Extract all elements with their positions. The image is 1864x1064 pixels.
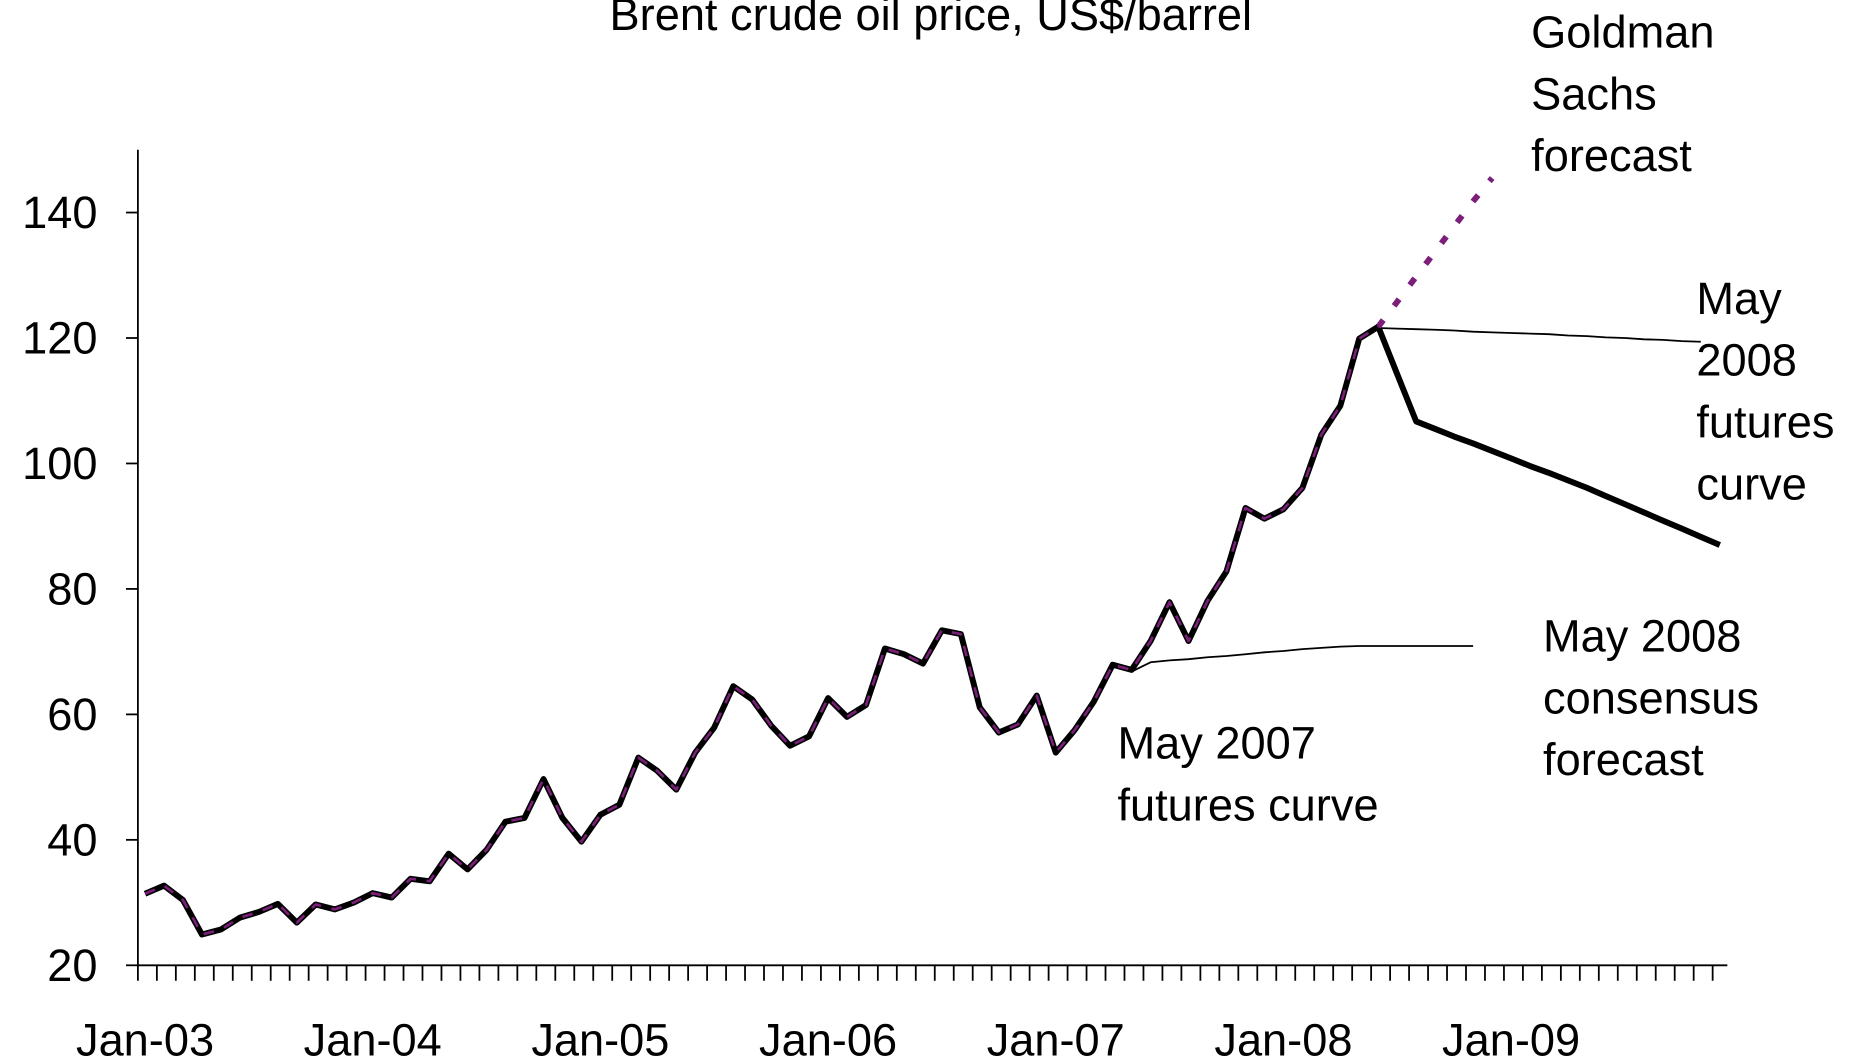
series-line [143,324,1380,938]
x-tick-label: Jan-09 [1442,1015,1580,1064]
y-tick-label: 60 [47,689,97,740]
y-tick-label: 120 [22,312,97,363]
series-line [1378,327,1701,343]
series-line [1375,176,1495,329]
series-label-box: May 2008 futures curve [1696,274,1835,511]
x-tick-label: Jan-05 [531,1015,669,1064]
x-tick-label: Jan-07 [987,1015,1125,1064]
series-label-box: May 2007 futures curve [1117,719,1379,831]
y-tick-label: 80 [47,563,97,614]
series-label: May 2008 consensus forecast [1543,612,1759,786]
x-tick-label: Jan-03 [76,1015,214,1064]
x-tick-label: Jan-04 [304,1015,442,1064]
chart-title: Brent crude oil price, US$/barrel [610,0,1253,40]
series-label-box: Goldman Sachs forecast [1531,8,1715,182]
series-line [1375,325,1721,548]
series-label: May 2008 futures curve [1696,274,1835,511]
y-tick-label: 40 [47,814,97,865]
y-tick-label: 20 [47,940,97,991]
y-tick-label: 140 [22,187,97,238]
x-tick-label: Jan-08 [1214,1015,1352,1064]
series-label: May 2007 futures curve [1117,719,1379,831]
series-label: Goldman Sachs forecast [1531,8,1715,182]
series-line [1131,645,1474,673]
x-tick-label: Jan-06 [759,1015,897,1064]
series-label-box: May 2008 consensus forecast [1543,612,1759,786]
y-tick-label: 100 [22,438,97,489]
